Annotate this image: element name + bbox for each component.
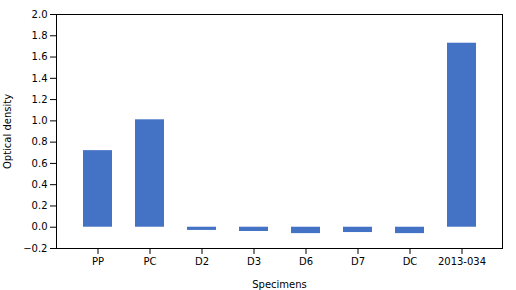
svg-text:D2: D2 [195,256,209,267]
svg-text:−0.2: −0.2 [23,243,47,254]
svg-text:1.8: 1.8 [32,30,48,41]
svg-text:Optical density: Optical density [2,94,13,169]
svg-text:PP: PP [92,256,104,267]
svg-text:0.2: 0.2 [32,200,48,211]
svg-text:1.0: 1.0 [32,115,48,126]
svg-text:PC: PC [143,256,156,267]
svg-text:0.0: 0.0 [32,221,48,232]
svg-text:1.4: 1.4 [32,73,48,84]
svg-text:Specimens: Specimens [252,279,307,290]
svg-text:2013-034: 2013-034 [438,256,486,267]
svg-text:1.2: 1.2 [32,94,48,105]
svg-text:0.8: 0.8 [32,136,48,147]
svg-text:0.4: 0.4 [32,179,48,190]
svg-text:D6: D6 [299,256,313,267]
svg-text:2.0: 2.0 [32,9,48,20]
svg-text:1.6: 1.6 [32,51,48,62]
svg-text:0.6: 0.6 [32,158,48,169]
svg-text:D3: D3 [247,256,261,267]
svg-text:D7: D7 [351,256,365,267]
svg-text:DC: DC [403,256,418,267]
